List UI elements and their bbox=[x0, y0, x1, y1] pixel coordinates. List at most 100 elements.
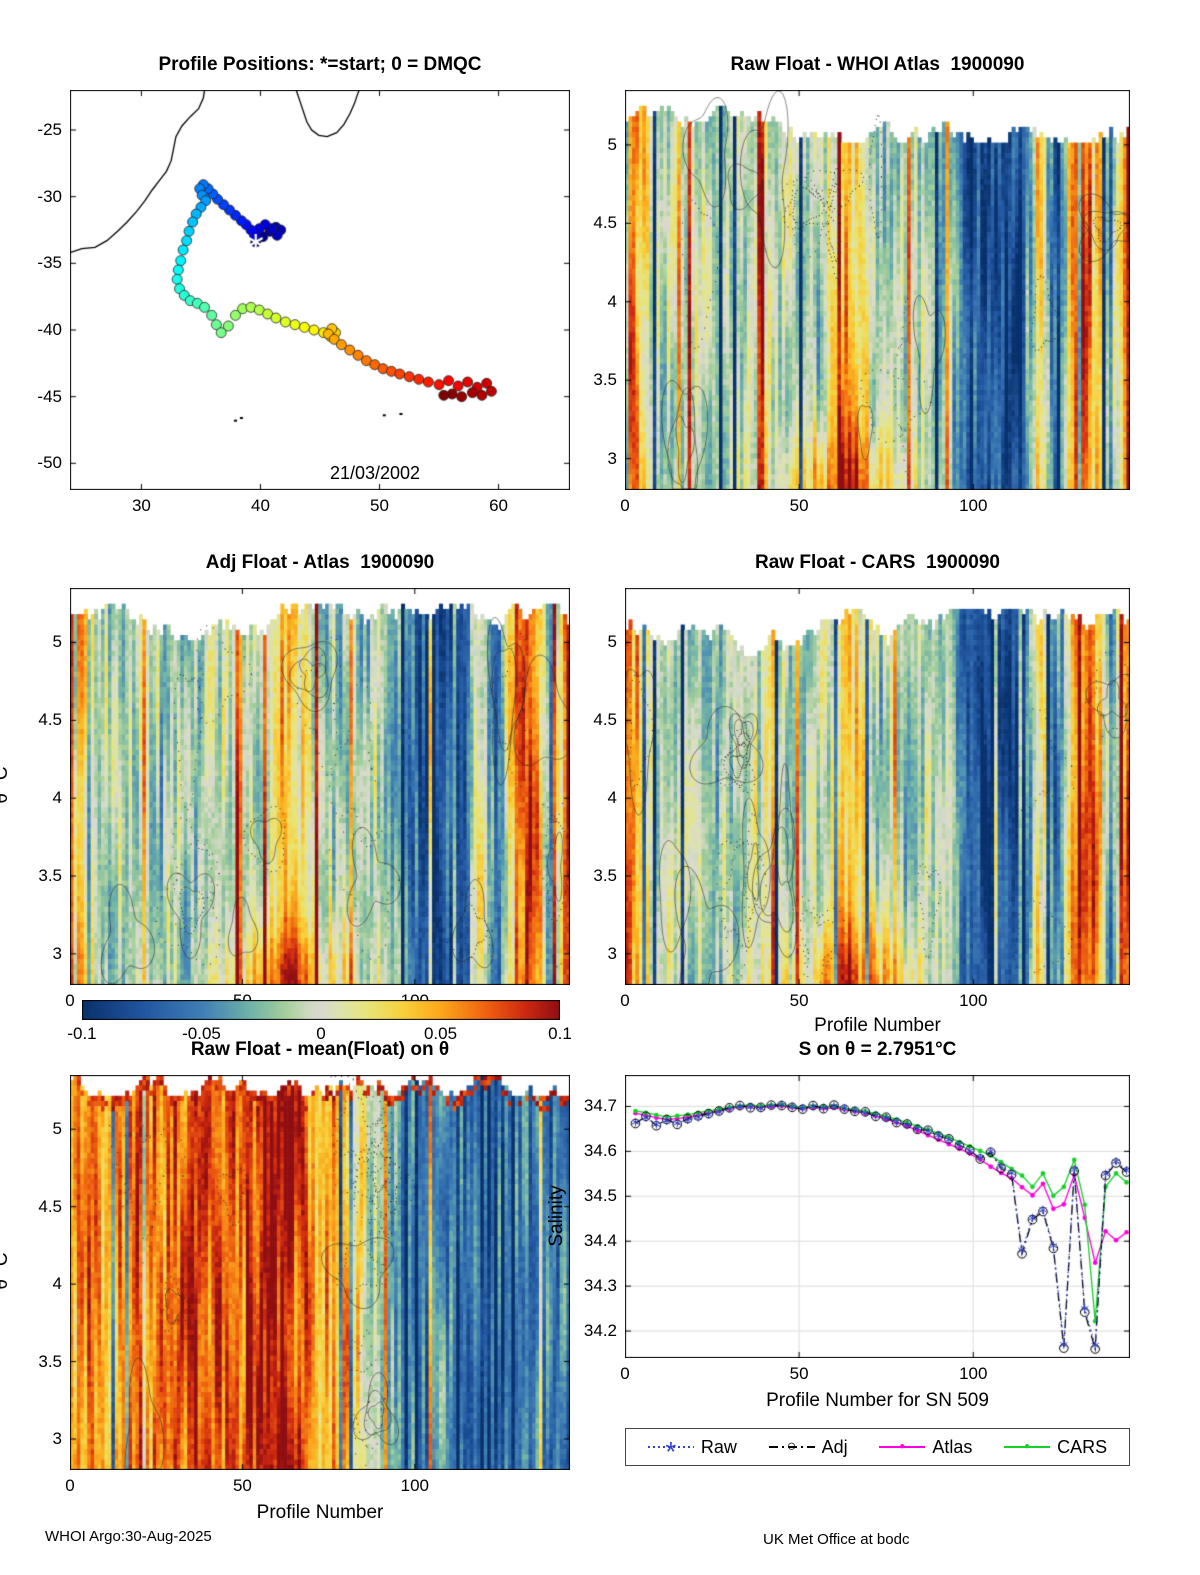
mean-float-title: Raw Float - mean(Float) on θ bbox=[190, 1039, 450, 1060]
y-tick-label: 34.2 bbox=[583, 1321, 617, 1341]
legend-swatch: ● bbox=[879, 1435, 926, 1459]
raw-cars-heatmap-canvas bbox=[625, 588, 1130, 985]
panel-salinity-series: S on θ = 2.7951°C Salinity Profile Numbe… bbox=[546, 1039, 1130, 1411]
y-tick-label: 34.6 bbox=[583, 1141, 617, 1161]
x-tick-label: 30 bbox=[131, 496, 151, 515]
y-tick-label: 3 bbox=[607, 943, 617, 963]
panel-adj-atlas: Adj Float - Atlas 1900090 θ °C 05010054.… bbox=[0, 552, 570, 1010]
legend-marker-asterisk-icon: * bbox=[665, 1436, 677, 1467]
y-tick-label: 3.5 bbox=[593, 370, 617, 390]
panel-profile-positions: Profile Positions: *=start; 0 = DMQC 21/… bbox=[37, 54, 570, 515]
x-tick-label: 50 bbox=[789, 496, 809, 515]
legend-marker-dot-icon: ● bbox=[1024, 1441, 1031, 1452]
x-tick-label: 50 bbox=[232, 1476, 252, 1495]
adj-atlas-title: Adj Float - Atlas 1900090 bbox=[205, 552, 435, 573]
legend-label: CARS bbox=[1057, 1436, 1108, 1457]
colorbar-tick-label: 0 bbox=[316, 1024, 326, 1043]
colorbar-tick-label: -0.1 bbox=[67, 1024, 97, 1043]
y-tick-label: 4.5 bbox=[593, 710, 617, 730]
y-tick-label: 5 bbox=[52, 1119, 62, 1139]
colorbar-tick-label: 0.05 bbox=[423, 1024, 458, 1043]
x-tick-label: 50 bbox=[789, 991, 809, 1010]
y-tick-label: 4 bbox=[52, 788, 62, 808]
footer-right: UK Met Office at bodc bbox=[763, 1531, 910, 1548]
raw-whoi-title: Raw Float - WHOI Atlas 1900090 bbox=[730, 54, 1025, 75]
salinity-series-title: S on θ = 2.7951°C bbox=[798, 1039, 957, 1060]
adj-atlas-heatmap-canvas bbox=[70, 588, 570, 985]
panel-raw-whoi-atlas: Raw Float - WHOI Atlas 1900090 0 50 100 5 4.… bbox=[593, 54, 1130, 515]
adj-atlas-ylabel: θ °C bbox=[0, 766, 12, 803]
legend-entry-raw: * Raw bbox=[647, 1435, 737, 1466]
salinity-xlabel: Profile Number for SN 509 bbox=[766, 1390, 989, 1411]
legend-line-sample bbox=[879, 1446, 926, 1448]
y-tick-label: 3 bbox=[607, 448, 617, 468]
legend-line-sample bbox=[768, 1446, 815, 1448]
colorbar-canvas bbox=[82, 1000, 560, 1020]
x-tick-label: 100 bbox=[959, 496, 988, 515]
legend-swatch: ○ bbox=[768, 1435, 815, 1459]
panel-raw-cars: Raw Float - CARS 1900090 Profile Number … bbox=[593, 552, 1130, 1036]
legend-entry-adj: ○ Adj bbox=[768, 1435, 848, 1459]
x-tick-label: 100 bbox=[400, 1476, 429, 1495]
x-tick-label: 0 bbox=[620, 1364, 630, 1383]
legend-line-sample bbox=[1004, 1446, 1051, 1448]
y-tick-label: -45 bbox=[37, 386, 62, 406]
x-tick-label: 50 bbox=[370, 496, 389, 515]
legend-marker-dot-icon: ● bbox=[899, 1441, 906, 1452]
y-tick-label: 4 bbox=[607, 291, 617, 311]
legend-label: Raw bbox=[700, 1436, 737, 1457]
y-tick-label: 34.7 bbox=[583, 1096, 617, 1116]
x-tick-label: 0 bbox=[620, 991, 630, 1010]
y-tick-label: 5 bbox=[607, 134, 617, 154]
y-tick-label: 3 bbox=[52, 943, 62, 963]
x-tick-label: 60 bbox=[489, 496, 509, 515]
y-tick-label: 3.5 bbox=[38, 866, 62, 886]
legend-label: Atlas bbox=[932, 1436, 973, 1457]
y-tick-label: 4 bbox=[52, 1274, 62, 1294]
colorbar-tick-label: -0.05 bbox=[182, 1024, 221, 1043]
legend-marker-circle-icon: ○ bbox=[786, 1438, 797, 1455]
map-canvas bbox=[70, 90, 570, 490]
y-tick-label: -50 bbox=[37, 453, 62, 473]
y-tick-label: 4 bbox=[607, 788, 617, 808]
x-tick-label: 100 bbox=[959, 1364, 988, 1383]
colorbar: -0.1 -0.05 0 0.05 0.1 bbox=[67, 1000, 572, 1043]
x-tick-label: 50 bbox=[789, 1364, 809, 1383]
y-tick-label: 3 bbox=[52, 1429, 62, 1449]
y-tick-label: 34.5 bbox=[583, 1186, 617, 1206]
legend-swatch: * bbox=[647, 1435, 694, 1466]
legend-swatch: ● bbox=[1004, 1435, 1051, 1459]
salinity-ylabel: Salinity bbox=[546, 1185, 567, 1247]
x-tick-label: 100 bbox=[959, 991, 988, 1010]
y-tick-label: 34.3 bbox=[583, 1276, 617, 1296]
y-tick-label: 5 bbox=[52, 632, 62, 652]
y-tick-label: -25 bbox=[37, 120, 62, 139]
y-tick-label: -35 bbox=[37, 253, 62, 273]
mean-float-xlabel: Profile Number bbox=[256, 1502, 384, 1523]
legend-entry-atlas: ● Atlas bbox=[879, 1435, 972, 1459]
x-tick-label: 0 bbox=[65, 991, 75, 1010]
y-tick-label: 3.5 bbox=[593, 866, 617, 886]
y-tick-label: 34.4 bbox=[583, 1231, 617, 1251]
y-tick-label: 4.5 bbox=[38, 1196, 62, 1216]
raw-whoi-heatmap-canvas bbox=[625, 90, 1130, 490]
legend-label: Adj bbox=[821, 1436, 848, 1457]
legend-line-sample bbox=[647, 1446, 694, 1448]
x-tick-label: 0 bbox=[65, 1476, 75, 1495]
mean-float-heatmap-canvas bbox=[70, 1075, 570, 1470]
raw-cars-title: Raw Float - CARS 1900090 bbox=[755, 552, 1000, 573]
x-tick-label: 40 bbox=[251, 496, 270, 515]
panel-mean-float: Raw Float - mean(Float) on θ θ °C Profil… bbox=[0, 1039, 570, 1523]
y-tick-label: -30 bbox=[37, 186, 62, 206]
footer-left: WHOI Argo:30-Aug-2025 bbox=[45, 1528, 212, 1545]
y-tick-label: -40 bbox=[37, 320, 62, 339]
y-tick-label: 4.5 bbox=[38, 710, 62, 730]
legend-entry-cars: ● CARS bbox=[1004, 1435, 1107, 1459]
salinity-series-canvas bbox=[625, 1075, 1130, 1358]
raw-cars-xlabel: Profile Number bbox=[814, 1015, 941, 1036]
mean-float-ylabel: θ °C bbox=[0, 1252, 12, 1289]
map-title: Profile Positions: *=start; 0 = DMQC bbox=[158, 54, 482, 75]
colorbar-tick-label: 0.1 bbox=[548, 1024, 572, 1043]
legend: * Raw ○ Adj ● Atlas ● CARS bbox=[625, 1428, 1130, 1466]
